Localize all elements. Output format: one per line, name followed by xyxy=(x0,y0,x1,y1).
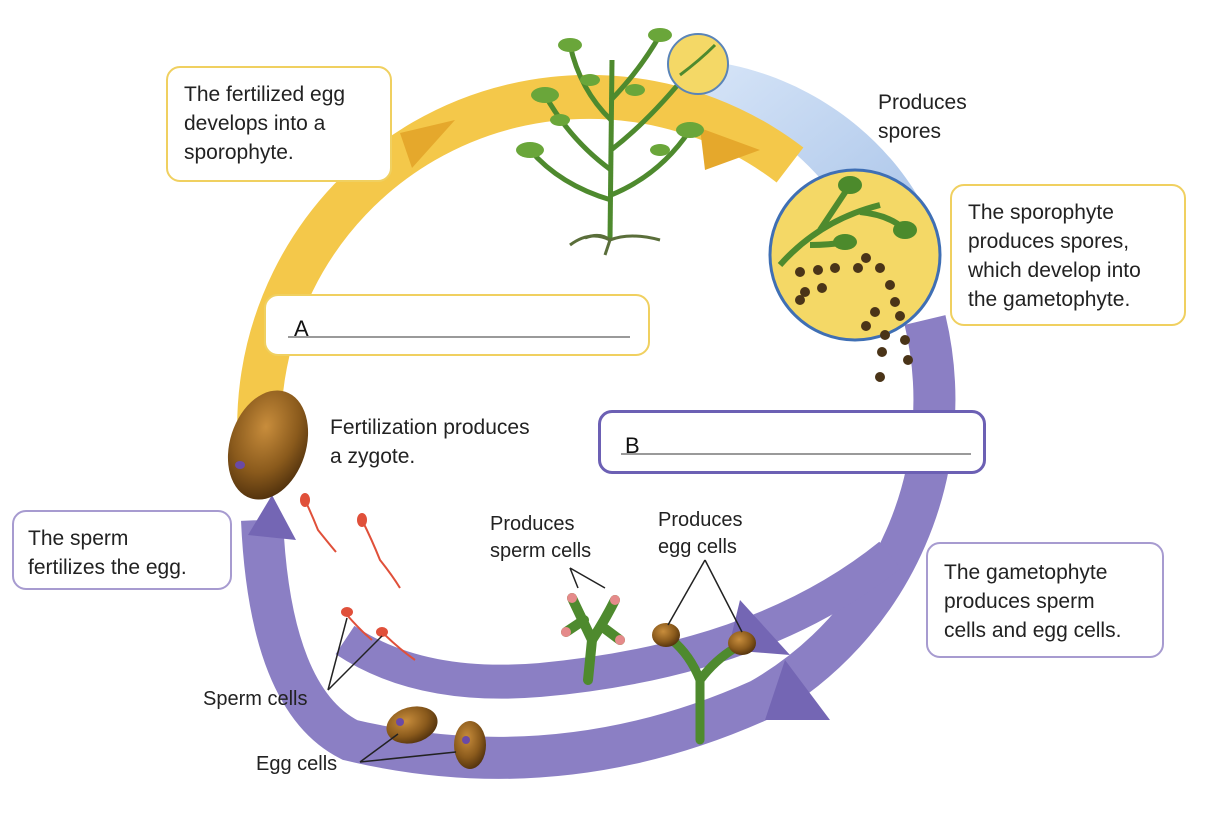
purple-arrowhead-outer xyxy=(765,660,830,720)
sporophyte-spores-line: the gametophyte. xyxy=(968,288,1131,311)
fertilized-egg-line: develops into a xyxy=(184,112,326,135)
answer-line-a xyxy=(288,336,630,338)
blank-letter-b: B xyxy=(625,433,640,458)
blank-letter-a: A xyxy=(294,316,309,341)
produces-egg-line: Produces xyxy=(658,509,743,531)
spores xyxy=(795,253,913,382)
produces-egg-line: egg cells xyxy=(658,536,737,558)
sperm-cells-label: Sperm cells xyxy=(203,688,308,710)
fertilized-egg-box: The fertilized egg develops into a sporo… xyxy=(166,66,392,182)
small-zoom-circle xyxy=(667,33,729,95)
sperm-fertilizes-line: fertilizes the egg. xyxy=(28,556,187,579)
zygote-icon xyxy=(227,390,309,500)
produces-sperm-label: Produces sperm cells xyxy=(490,511,591,565)
fertilization-line: a zygote. xyxy=(330,445,416,468)
sperm-fertilizes-box: The sperm fertilizes the egg. xyxy=(12,510,232,590)
purple-arrowhead-left xyxy=(248,495,296,540)
purple-outer-arc xyxy=(241,315,956,779)
pointer-lines xyxy=(327,559,743,763)
gametophyte-line: The gametophyte xyxy=(944,561,1108,584)
egg-cell-icon-1 xyxy=(386,706,438,744)
fertilized-egg-line: The fertilized egg xyxy=(184,83,346,106)
answer-line-b xyxy=(621,453,971,455)
produces-spores-line: Produces xyxy=(878,91,967,114)
produces-spores-label: Produces spores xyxy=(878,88,967,146)
yellow-arrowhead-1 xyxy=(400,120,455,168)
sporophyte-spores-line: produces spores, xyxy=(968,230,1130,253)
produces-egg-label: Produces egg cells xyxy=(658,507,743,561)
fertilization-label: Fertilization produces a zygote. xyxy=(330,413,530,471)
blank-box-b[interactable]: B xyxy=(598,410,986,474)
spore-zoom-circle xyxy=(768,168,942,342)
fertilization-line: Fertilization produces xyxy=(330,416,530,439)
produces-sperm-line: sperm cells xyxy=(490,540,592,562)
blank-box-a[interactable]: A xyxy=(264,294,650,356)
gametophyte-line: cells and egg cells. xyxy=(944,619,1122,642)
roots-icon xyxy=(569,233,661,256)
gametophyte-line: produces sperm xyxy=(944,590,1095,613)
gametophyte-box: The gametophyte produces sperm cells and… xyxy=(926,542,1164,658)
egg-cell-icon-2 xyxy=(454,721,486,769)
produces-sperm-line: Produces xyxy=(490,513,575,535)
yellow-arrowhead-2 xyxy=(700,128,760,170)
sperm-fertilizes-line: The sperm xyxy=(28,527,129,550)
sporophyte-spores-box: The sporophyte produces spores, which de… xyxy=(950,184,1186,326)
fertilized-egg-line: sporophyte. xyxy=(184,141,294,164)
egg-cells-label: Egg cells xyxy=(256,753,338,775)
sporophyte-spores-line: which develop into xyxy=(968,259,1141,282)
sporophyte-spores-line: The sporophyte xyxy=(968,201,1114,224)
produces-spores-line: spores xyxy=(878,120,942,143)
sporophyte-plant-icon xyxy=(528,33,693,241)
purple-inner-arc xyxy=(335,541,901,699)
